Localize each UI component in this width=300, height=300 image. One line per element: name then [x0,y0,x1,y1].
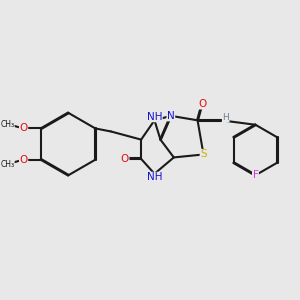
Text: O: O [20,155,28,165]
Text: O: O [121,154,129,164]
Text: H: H [222,113,229,122]
Text: NH: NH [147,172,162,182]
Text: NH: NH [147,112,162,122]
Text: S: S [200,149,207,160]
Text: CH₃: CH₃ [0,160,14,169]
Text: N: N [167,111,175,121]
Text: CH₃: CH₃ [0,119,14,128]
Text: O: O [20,124,28,134]
Text: O: O [198,99,206,109]
Text: F: F [253,170,258,180]
